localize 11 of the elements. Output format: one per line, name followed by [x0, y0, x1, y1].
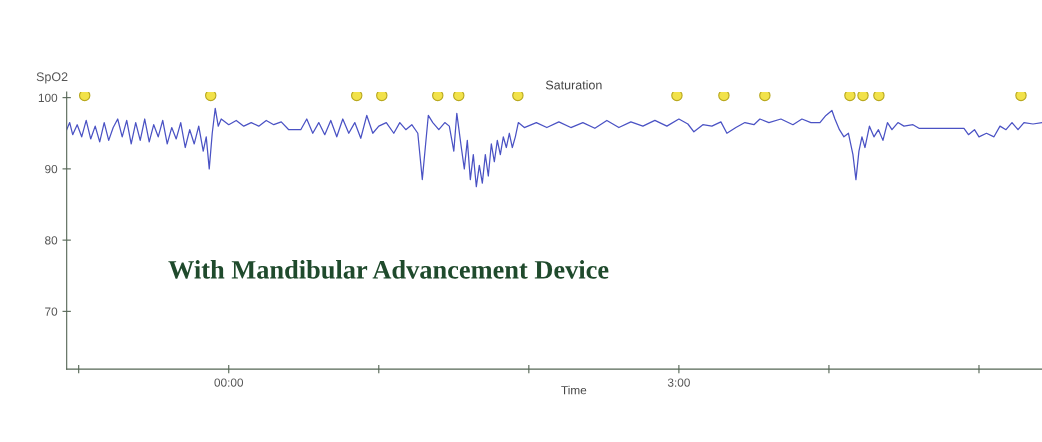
y-axis-title: SpO2 [36, 72, 68, 84]
y-tick-label: 100 [38, 93, 58, 103]
y-tick-label: 80 [45, 236, 58, 245]
y-tick-label: 90 [45, 164, 58, 174]
chart-title: Saturation [545, 80, 602, 90]
y-tick-label: 70 [45, 307, 58, 316]
line-series [66, 107, 1042, 188]
x-axis-title: Time [561, 385, 587, 395]
annotation: With Mandibular Advancement Device [168, 260, 609, 279]
x-tick-label: 00:00 [214, 378, 244, 387]
x-tick-label: 3:00 [667, 378, 690, 387]
